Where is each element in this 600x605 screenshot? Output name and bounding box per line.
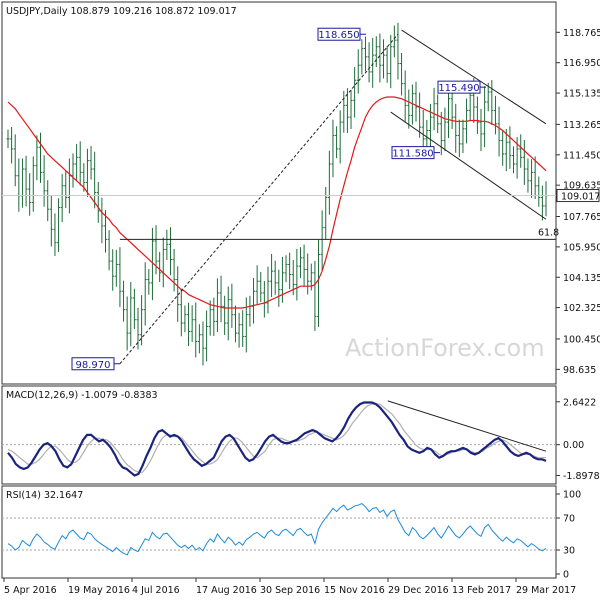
rsi-tick-label: 0 <box>563 570 569 581</box>
channel-lower-line <box>390 111 547 220</box>
last-price-label: 109.017 <box>561 192 600 203</box>
macd-tick-label: 2.6422 <box>563 397 596 408</box>
rsi-layer <box>2 503 556 556</box>
date-label: 13 Feb 2017 <box>452 585 511 596</box>
annotation-98970-label: 98.970 <box>76 360 111 371</box>
fib-618-label: 61.8 <box>538 227 559 238</box>
axis-layer: 118.765 116.950 115.135 113.265 111.450 109.6… <box>3 28 600 596</box>
date-label: 5 Apr 2016 <box>4 585 57 596</box>
price-tick-label: 116.950 <box>563 58 600 69</box>
moving-average-line <box>7 96 547 309</box>
macd-tick-label: -1.8978 <box>563 471 600 482</box>
macd-trendline <box>387 400 547 452</box>
date-label: 30 Sep 2016 <box>260 585 320 596</box>
date-label: 17 Aug 2016 <box>196 585 257 596</box>
price-layer: 61.8 118.650 115.490 111.580 98.970 <box>2 22 559 371</box>
annotation-118650-label: 118.650 <box>318 30 359 41</box>
macd-tick-label: 0.00 <box>563 440 584 451</box>
date-label: 19 May 2016 <box>68 585 130 596</box>
annotation-111580-label: 111.580 <box>392 149 433 160</box>
annotation-115490-label: 115.490 <box>438 83 479 94</box>
projection-dashed-line <box>119 33 399 365</box>
price-tick-label: 98.635 <box>563 365 596 376</box>
macd-main-line <box>7 401 547 477</box>
date-label: 29 Mar 2017 <box>516 585 576 596</box>
price-tick-label: 111.450 <box>563 150 600 161</box>
price-tick-label: 102.325 <box>563 303 600 314</box>
price-tick-label: 105.950 <box>563 242 600 253</box>
date-label: 29 Dec 2016 <box>388 585 449 596</box>
price-tick-label: 109.635 <box>563 181 600 192</box>
price-title: USDJPY,Daily 108.879 109.216 108.872 109… <box>6 6 237 17</box>
price-tick-label: 104.135 <box>563 273 600 284</box>
rsi-panel-frame <box>1 485 557 579</box>
rsi-tick-label: 70 <box>563 514 575 525</box>
price-tick-label: 100.450 <box>563 334 600 345</box>
price-panel-frame <box>1 1 557 385</box>
rsi-title: RSI(14) 32.1647 <box>6 490 83 501</box>
date-label: 4 Jul 2016 <box>132 585 180 596</box>
price-tick-label: 113.265 <box>563 120 600 131</box>
date-label: 15 Nov 2016 <box>324 585 385 596</box>
macd-panel-frame <box>1 385 557 485</box>
price-tick-label: 118.765 <box>563 28 600 39</box>
price-tick-label: 107.765 <box>563 212 600 223</box>
rsi-line <box>7 503 547 556</box>
macd-layer <box>2 400 556 477</box>
last-price-box <box>556 189 600 203</box>
rsi-tick-label: 30 <box>563 546 575 557</box>
watermark: ActionForex.com <box>345 334 545 362</box>
channel-upper-line <box>401 29 547 125</box>
rsi-tick-label: 100 <box>563 490 581 501</box>
macd-title: MACD(12,26,9) -1.0079 -0.8383 <box>6 390 158 401</box>
price-tick-label: 115.135 <box>563 89 600 100</box>
